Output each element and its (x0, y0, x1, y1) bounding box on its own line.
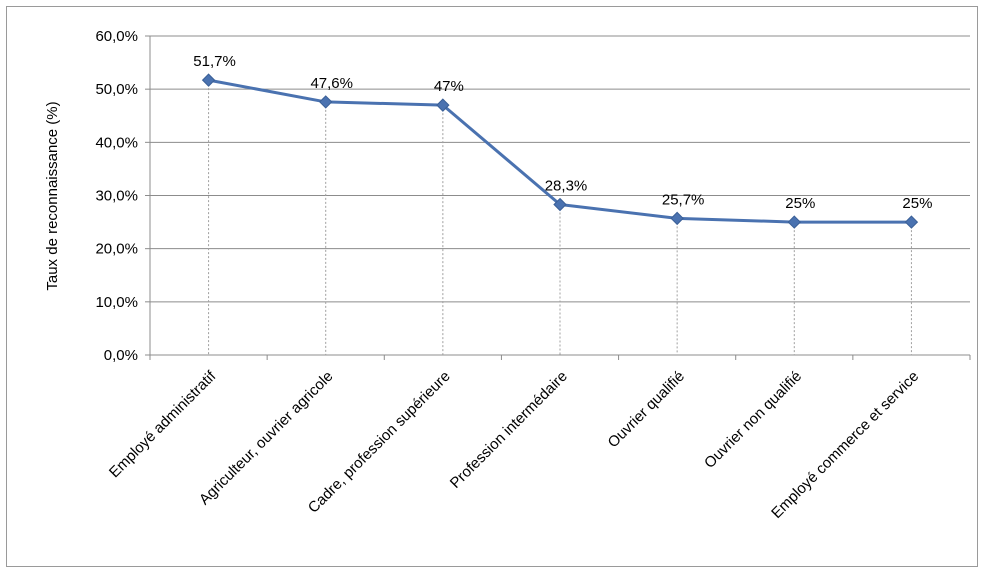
y-tick-label: 10,0% (95, 294, 138, 311)
data-labels: 51,7% 47,6% 47% 28,3% 25,7% 25% 25% (193, 53, 932, 212)
data-label: 28,3% (545, 178, 588, 195)
chart-frame (6, 6, 978, 567)
y-tick-label: 20,0% (95, 241, 138, 258)
drop-lines (208, 80, 912, 355)
x-category-label: Ouvrier non qualifié (701, 368, 805, 472)
data-point-marker (787, 215, 801, 229)
y-axis-title: Taux de reconnaissance (%) (44, 101, 61, 290)
y-tick-labels: 0,0% 10,0% 20,0% 30,0% 40,0% 50,0% 60,0% (95, 28, 138, 364)
y-tick-label: 60,0% (95, 28, 138, 45)
data-label: 47,6% (310, 75, 353, 92)
x-category-label: Agriculteur, ouvrier agricole (196, 368, 337, 509)
axes (145, 35, 971, 360)
data-point-marker (319, 95, 333, 109)
data-label: 25,7% (662, 191, 705, 208)
data-label: 25% (902, 195, 932, 212)
data-label: 25% (785, 195, 815, 212)
data-point-marker (201, 73, 216, 87)
x-category-label: Employé administratif (106, 367, 220, 481)
x-category-label: Ouvrier qualifié (605, 368, 688, 451)
data-point-marker (553, 197, 567, 212)
data-point-marker (436, 98, 450, 112)
y-tick-label: 0,0% (104, 347, 138, 364)
y-tick-label: 50,0% (95, 81, 138, 98)
y-tick-label: 40,0% (95, 134, 138, 151)
x-category-label: Profession intermédaire (447, 368, 571, 492)
x-category-label: Cadre, profession supérieure (305, 368, 454, 517)
data-point-marker (904, 215, 919, 229)
gridlines (150, 35, 970, 303)
data-label: 47% (434, 78, 464, 95)
y-tick-label: 30,0% (95, 188, 138, 205)
data-point-marker (670, 211, 684, 226)
data-label: 51,7% (193, 53, 236, 70)
data-series (201, 73, 919, 229)
